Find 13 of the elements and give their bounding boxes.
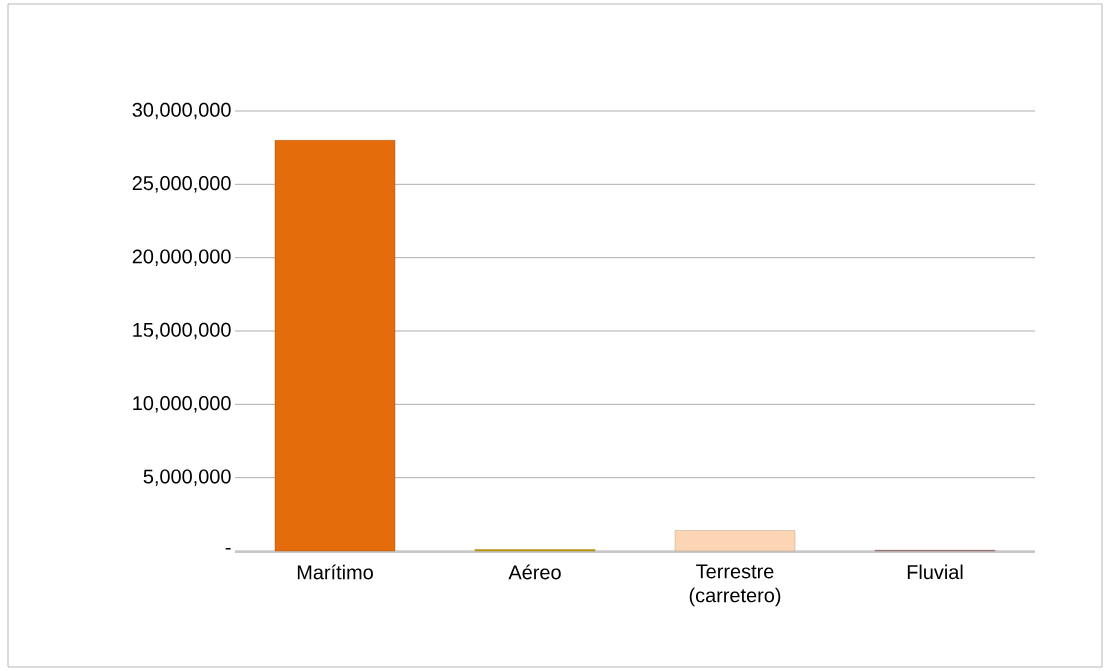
- x-tick-label: Terrestre (carretero): [689, 564, 781, 607]
- y-tick-label: -: [225, 547, 231, 550]
- y-tick-label: 15,000,000: [133, 322, 231, 340]
- y-tick-label: 20,000,000: [132, 249, 231, 266]
- y-tick-label: 5,000,000: [143, 469, 231, 486]
- bar: [674, 530, 796, 552]
- x-tick-label: Fluvial: [907, 564, 963, 580]
- y-tick-label: 25,000,000: [132, 176, 231, 193]
- bar: [274, 140, 396, 552]
- x-tick-label: Marítimo: [297, 564, 373, 580]
- x-tick-label: Aéreo: [508, 564, 561, 580]
- y-tick-label: 10,000,000: [133, 396, 231, 413]
- y-tick-label: 30,000,000: [132, 102, 231, 120]
